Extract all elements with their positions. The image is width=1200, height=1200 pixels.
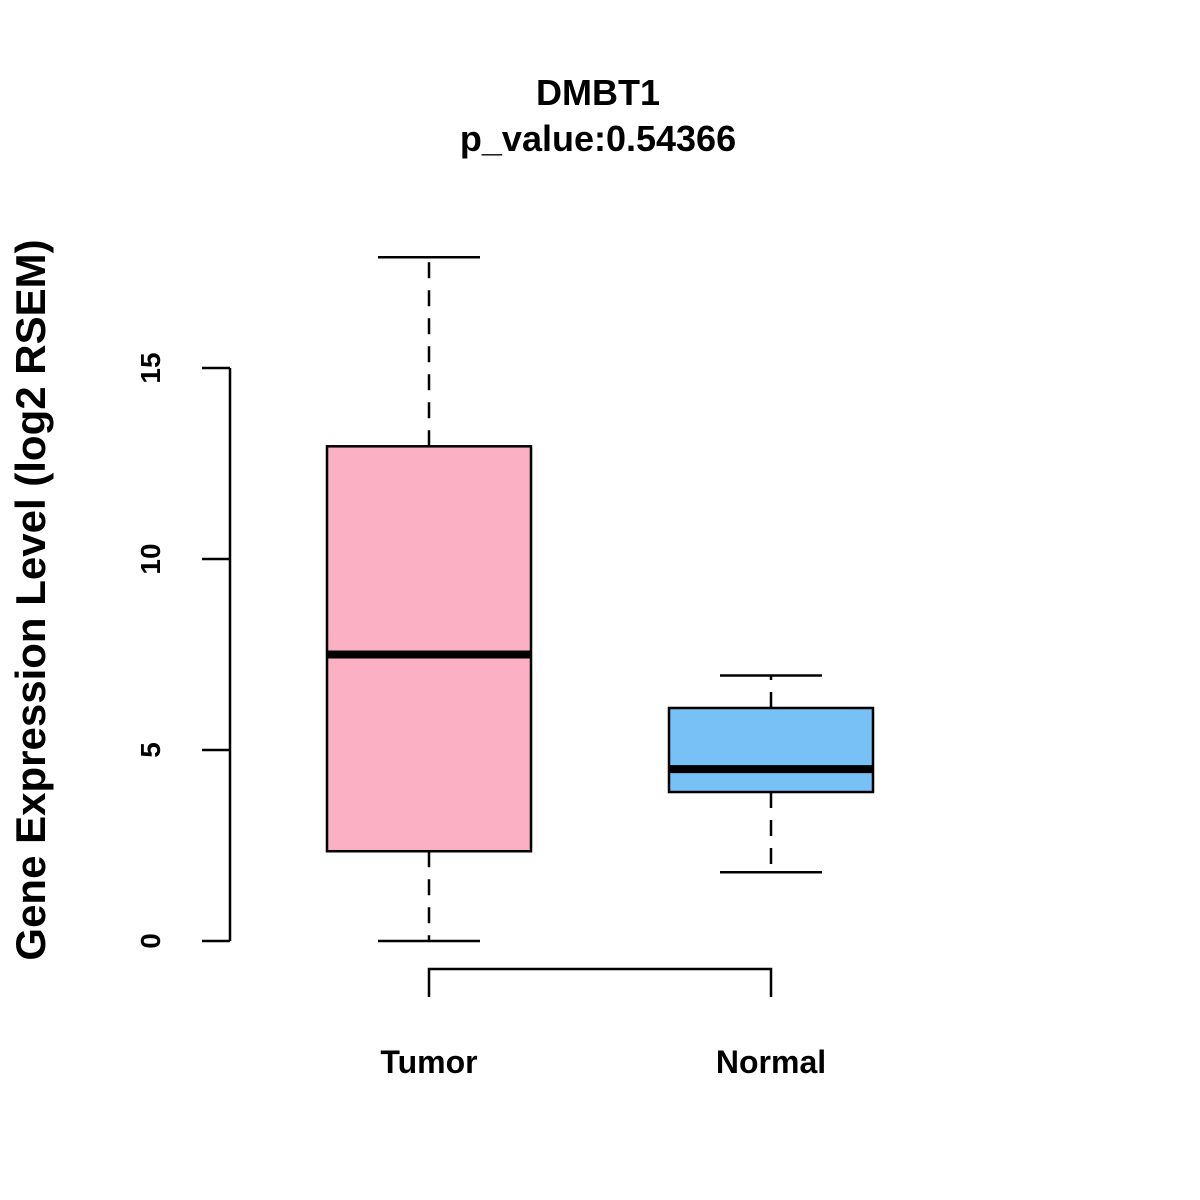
x-label-normal: Normal xyxy=(716,1044,826,1080)
boxes xyxy=(325,255,875,943)
group-bracket xyxy=(427,967,773,997)
chart-title: DMBT1 xyxy=(536,72,660,113)
y-tick-label: 5 xyxy=(135,742,166,758)
y-axis-label: Gene Expression Level (log2 RSEM) xyxy=(7,239,54,960)
iqr-box xyxy=(325,445,533,853)
chart-subtitle: p_value:0.54366 xyxy=(460,118,736,159)
y-tick-label: 15 xyxy=(135,352,166,383)
box-normal xyxy=(667,674,875,874)
box-tumor xyxy=(325,255,533,943)
x-label-tumor: Tumor xyxy=(380,1044,477,1080)
y-tick-label: 10 xyxy=(135,543,166,574)
y-axis: 0 5 10 15 xyxy=(135,352,232,949)
y-tick-label: 0 xyxy=(135,933,166,949)
iqr-box xyxy=(667,706,875,794)
x-axis-labels: Tumor Normal xyxy=(380,1044,826,1080)
bracket-line xyxy=(427,967,773,997)
